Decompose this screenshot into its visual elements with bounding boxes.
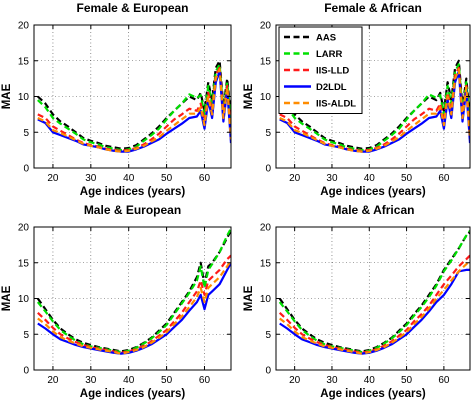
x-tick-label: 20 bbox=[289, 375, 301, 386]
legend-label: IIS-ALDL bbox=[316, 99, 356, 110]
y-tick-label: 15 bbox=[18, 258, 30, 269]
chart-panel-3: 20 30 40 50 60 0 5 10 15 20 Male & European Age ind… bbox=[1, 203, 232, 400]
legend-label: LARR bbox=[316, 49, 343, 60]
chart-panel-2: 20 30 40 50 60 0 5 10 15 20 Female & African Age in… bbox=[243, 1, 471, 198]
x-tick-label: 30 bbox=[85, 173, 97, 184]
legend-label: D2LDL bbox=[316, 82, 347, 93]
chart-title: Female & European bbox=[76, 1, 188, 15]
y-tick-label: 20 bbox=[18, 223, 30, 234]
x-tick-label: 60 bbox=[438, 375, 450, 386]
series-line-larr bbox=[36, 227, 231, 354]
x-tick-label: 40 bbox=[364, 173, 376, 184]
x-tick-label: 60 bbox=[199, 173, 211, 184]
legend: AAS LARR IIS-LLD D2LDL IIS-ALDL bbox=[278, 26, 363, 114]
y-tick-label: 0 bbox=[23, 164, 29, 175]
series-line-larr bbox=[37, 63, 231, 152]
x-tick-label: 50 bbox=[161, 375, 173, 386]
series-line-iis-lld bbox=[278, 254, 470, 354]
series-line-iis-aldl bbox=[37, 68, 231, 153]
series-line-iis-aldl bbox=[279, 259, 470, 355]
y-tick-label: 0 bbox=[23, 366, 29, 377]
x-tick-label: 20 bbox=[47, 173, 59, 184]
y-tick-label: 5 bbox=[265, 128, 271, 139]
series-line-d2ldl bbox=[37, 70, 231, 153]
y-tick-label: 15 bbox=[18, 56, 30, 67]
chart-title: Male & European bbox=[84, 203, 181, 217]
x-tick-label: 40 bbox=[123, 375, 135, 386]
chart-panel-1: 20 30 40 50 60 0 5 10 15 20 Female & European Age i… bbox=[1, 1, 232, 198]
y-axis-label: MAE bbox=[243, 83, 255, 109]
chart-panel-4: 20 30 40 50 60 0 5 10 15 20 Male & African Age indi… bbox=[243, 203, 471, 400]
y-tick-label: 20 bbox=[260, 223, 272, 234]
series-line-iis-lld bbox=[37, 254, 231, 354]
y-tick-label: 15 bbox=[260, 56, 272, 67]
series-line-iis-lld bbox=[279, 66, 470, 152]
x-tick-label: 40 bbox=[123, 173, 135, 184]
y-tick-label: 15 bbox=[260, 258, 272, 269]
series-line-d2ldl bbox=[279, 268, 470, 355]
y-axis-label: MAE bbox=[243, 285, 255, 311]
x-axis-label: Age indices (years) bbox=[320, 186, 426, 198]
y-tick-label: 10 bbox=[260, 92, 272, 103]
series-line-iis-lld bbox=[37, 66, 231, 152]
y-tick-label: 5 bbox=[23, 128, 29, 139]
x-axis-label: Age indices (years) bbox=[320, 388, 426, 400]
x-tick-label: 60 bbox=[438, 173, 450, 184]
x-tick-label: 20 bbox=[47, 375, 59, 386]
chart-title: Female & African bbox=[324, 1, 422, 15]
x-tick-label: 30 bbox=[85, 375, 97, 386]
legend-label: AAS bbox=[316, 33, 336, 44]
x-tick-label: 40 bbox=[364, 375, 376, 386]
x-axis-label: Age indices (years) bbox=[80, 186, 186, 198]
series-line-d2ldl bbox=[279, 70, 470, 153]
x-tick-label: 50 bbox=[161, 173, 173, 184]
x-tick-label: 20 bbox=[289, 173, 301, 184]
y-tick-label: 5 bbox=[23, 330, 29, 341]
series-line-iis-aldl bbox=[279, 68, 470, 153]
series-line-iis-aldl bbox=[37, 259, 231, 355]
y-tick-label: 20 bbox=[260, 21, 272, 32]
legend-box bbox=[278, 26, 363, 114]
y-tick-label: 10 bbox=[18, 294, 30, 305]
y-tick-label: 5 bbox=[265, 330, 271, 341]
x-axis-label: Age indices (years) bbox=[80, 388, 186, 400]
x-tick-label: 30 bbox=[326, 375, 338, 386]
y-axis-label: MAE bbox=[1, 285, 13, 311]
chart-title: Male & African bbox=[332, 203, 415, 217]
x-tick-label: 50 bbox=[401, 375, 413, 386]
y-tick-label: 0 bbox=[265, 164, 271, 175]
x-tick-label: 50 bbox=[401, 173, 413, 184]
y-tick-label: 20 bbox=[18, 21, 30, 32]
x-tick-label: 60 bbox=[199, 375, 211, 386]
legend-label: IIS-LLD bbox=[316, 66, 349, 77]
series-line-larr bbox=[278, 229, 470, 354]
y-tick-label: 10 bbox=[18, 92, 30, 103]
x-tick-label: 30 bbox=[326, 173, 338, 184]
y-axis-label: MAE bbox=[1, 83, 13, 109]
y-tick-label: 0 bbox=[265, 366, 271, 377]
y-tick-label: 10 bbox=[260, 294, 272, 305]
